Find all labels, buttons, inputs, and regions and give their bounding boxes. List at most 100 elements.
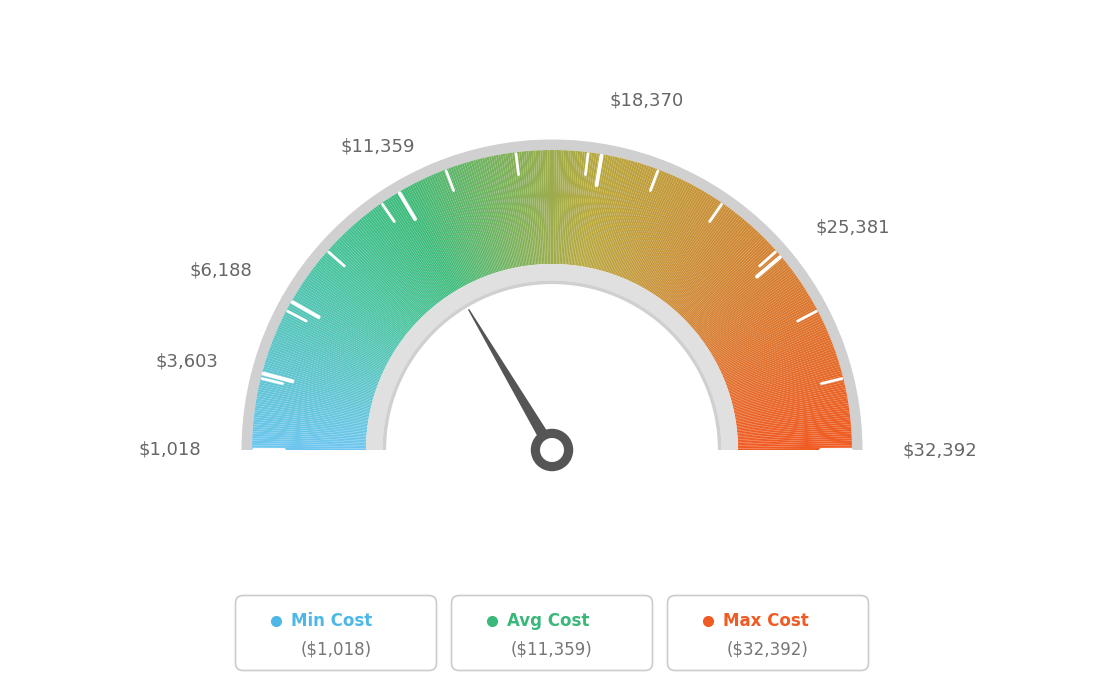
Wedge shape — [673, 224, 751, 310]
Wedge shape — [258, 384, 371, 411]
Wedge shape — [397, 192, 457, 290]
Wedge shape — [267, 353, 376, 391]
Wedge shape — [349, 228, 427, 313]
Wedge shape — [616, 168, 658, 276]
Wedge shape — [372, 208, 442, 302]
Wedge shape — [265, 359, 374, 395]
Wedge shape — [584, 155, 606, 267]
Wedge shape — [380, 204, 446, 298]
Wedge shape — [367, 264, 737, 450]
Wedge shape — [639, 185, 694, 286]
Wedge shape — [635, 181, 688, 284]
Polygon shape — [548, 447, 561, 466]
Wedge shape — [662, 208, 732, 302]
Wedge shape — [628, 177, 678, 281]
Wedge shape — [254, 417, 368, 431]
Wedge shape — [700, 268, 792, 338]
Wedge shape — [626, 175, 673, 280]
Wedge shape — [253, 433, 367, 441]
Wedge shape — [718, 314, 820, 367]
Wedge shape — [646, 190, 704, 290]
Wedge shape — [262, 371, 372, 402]
Wedge shape — [561, 150, 569, 264]
Wedge shape — [254, 415, 368, 430]
Wedge shape — [466, 162, 500, 272]
Wedge shape — [319, 259, 408, 333]
Wedge shape — [312, 268, 404, 338]
Wedge shape — [256, 401, 369, 421]
Wedge shape — [660, 206, 729, 299]
Wedge shape — [735, 401, 848, 421]
Wedge shape — [527, 151, 538, 265]
Wedge shape — [453, 166, 491, 275]
Wedge shape — [446, 168, 488, 276]
Wedge shape — [416, 181, 469, 284]
Wedge shape — [340, 236, 422, 319]
Wedge shape — [720, 322, 825, 372]
Wedge shape — [587, 155, 611, 268]
Wedge shape — [698, 264, 789, 336]
Wedge shape — [418, 181, 470, 284]
Wedge shape — [665, 212, 736, 303]
Wedge shape — [540, 150, 546, 264]
Wedge shape — [560, 150, 566, 264]
Wedge shape — [519, 152, 533, 265]
Wedge shape — [353, 224, 431, 310]
Wedge shape — [734, 387, 846, 413]
Wedge shape — [308, 274, 402, 342]
Wedge shape — [464, 163, 499, 273]
Wedge shape — [723, 331, 828, 377]
Wedge shape — [736, 410, 850, 426]
Wedge shape — [681, 235, 763, 317]
Wedge shape — [274, 335, 380, 380]
Wedge shape — [676, 226, 754, 313]
Wedge shape — [344, 231, 425, 315]
Wedge shape — [439, 171, 484, 277]
Wedge shape — [737, 424, 851, 435]
Wedge shape — [631, 179, 682, 282]
FancyBboxPatch shape — [452, 595, 652, 671]
Wedge shape — [364, 215, 437, 305]
Wedge shape — [350, 226, 428, 313]
Wedge shape — [591, 157, 617, 268]
Wedge shape — [652, 198, 716, 295]
Wedge shape — [253, 422, 367, 434]
Wedge shape — [276, 331, 381, 377]
Wedge shape — [732, 375, 843, 405]
Wedge shape — [735, 396, 848, 418]
Text: Min Cost: Min Cost — [291, 612, 372, 630]
Wedge shape — [420, 179, 471, 283]
Wedge shape — [405, 187, 463, 288]
Wedge shape — [412, 184, 466, 286]
Wedge shape — [556, 150, 562, 264]
Wedge shape — [410, 185, 465, 286]
Wedge shape — [558, 150, 564, 264]
Wedge shape — [688, 245, 773, 324]
Wedge shape — [286, 310, 388, 364]
Wedge shape — [491, 156, 516, 268]
Wedge shape — [613, 166, 651, 275]
Wedge shape — [435, 172, 481, 279]
Wedge shape — [597, 159, 627, 270]
Wedge shape — [402, 190, 460, 289]
Wedge shape — [252, 438, 367, 444]
Wedge shape — [680, 233, 761, 317]
Wedge shape — [341, 235, 423, 317]
Wedge shape — [378, 204, 445, 299]
Wedge shape — [575, 152, 592, 266]
Wedge shape — [302, 282, 399, 346]
Wedge shape — [252, 436, 367, 443]
Wedge shape — [431, 175, 478, 280]
Wedge shape — [733, 382, 845, 409]
Wedge shape — [690, 248, 775, 326]
Wedge shape — [736, 417, 850, 431]
Wedge shape — [598, 159, 629, 270]
Wedge shape — [493, 155, 517, 268]
Wedge shape — [475, 159, 506, 270]
Wedge shape — [485, 157, 511, 269]
Wedge shape — [253, 426, 367, 437]
Wedge shape — [633, 179, 684, 283]
Wedge shape — [735, 398, 848, 420]
Wedge shape — [675, 225, 752, 311]
Wedge shape — [570, 151, 583, 265]
